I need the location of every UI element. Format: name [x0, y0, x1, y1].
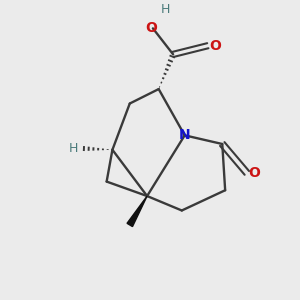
Text: O: O	[146, 21, 158, 35]
Polygon shape	[127, 196, 147, 226]
Text: H: H	[69, 142, 78, 155]
Text: N: N	[179, 128, 190, 142]
Text: H: H	[161, 3, 171, 16]
Text: O: O	[248, 166, 260, 180]
Text: O: O	[209, 39, 221, 53]
